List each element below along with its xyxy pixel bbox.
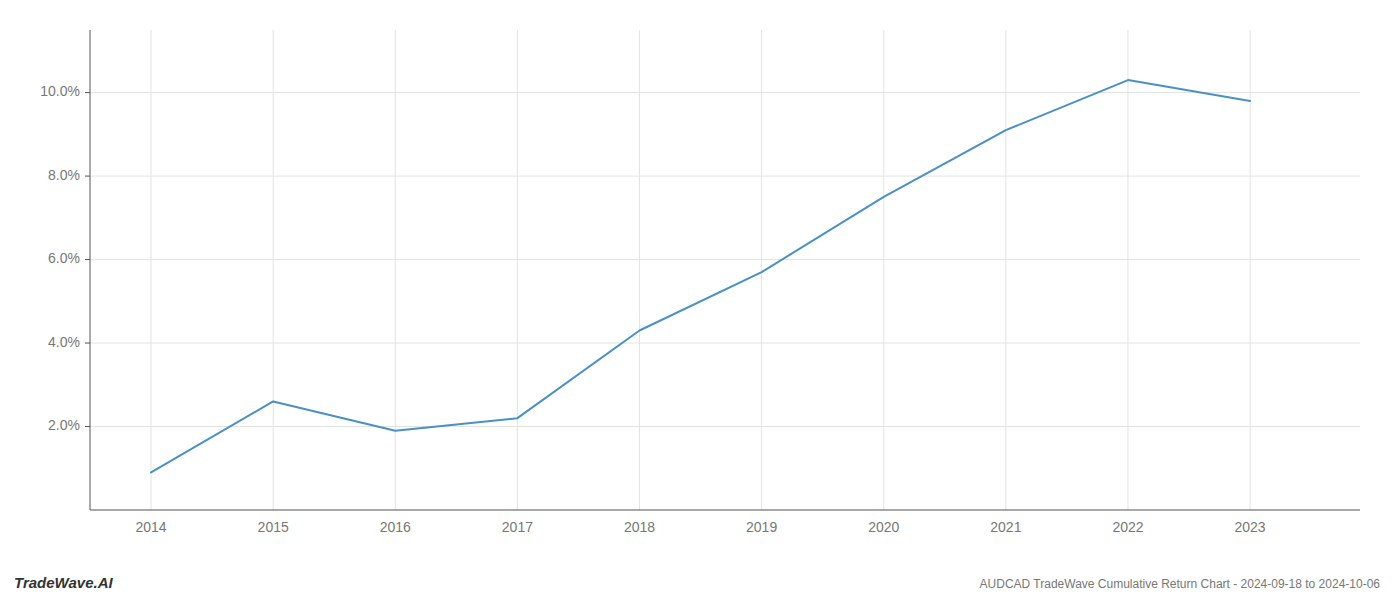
x-tick-label: 2018 (624, 519, 655, 535)
x-grid-line (151, 30, 152, 510)
x-grid-line (517, 30, 518, 510)
x-grid-line (1005, 30, 1006, 510)
x-grid-line (761, 30, 762, 510)
x-tick-label: 2023 (1235, 519, 1266, 535)
x-tick-label: 2021 (990, 519, 1021, 535)
y-grid-line (90, 259, 1360, 260)
y-tick-label: 10.0% (40, 83, 80, 99)
x-tick-label: 2014 (135, 519, 166, 535)
x-tick-label: 2019 (746, 519, 777, 535)
y-tick-label: 8.0% (48, 167, 80, 183)
x-tick-label: 2016 (380, 519, 411, 535)
x-grid-line (273, 30, 274, 510)
x-grid-line (1127, 30, 1128, 510)
y-tick (85, 426, 90, 427)
x-grid-line (883, 30, 884, 510)
x-tick-label: 2022 (1112, 519, 1143, 535)
x-axis-line (90, 510, 1360, 511)
x-tick-label: 2020 (868, 519, 899, 535)
x-grid-line (639, 30, 640, 510)
x-tick-label: 2017 (502, 519, 533, 535)
chart-svg: 2.0% 4.0% 6.0% 8.0% 10.0% 2014 2015 2016 2017 201… (0, 0, 1400, 600)
y-tick-label: 4.0% (48, 334, 80, 350)
y-grid-line (90, 176, 1360, 177)
y-tick (85, 259, 90, 260)
y-grid-line (90, 343, 1360, 344)
x-grid-line (395, 30, 396, 510)
y-tick (85, 176, 90, 177)
y-grid-line (90, 92, 1360, 93)
axes: 2.0% 4.0% 6.0% 8.0% 10.0% 2014 2015 2016 2017 201… (40, 30, 1360, 535)
background (0, 0, 1400, 600)
y-grid-line (90, 426, 1360, 427)
x-grid-line (1250, 30, 1251, 510)
grid (90, 30, 1360, 510)
y-tick-label: 2.0% (48, 417, 80, 433)
y-axis-line (90, 30, 91, 510)
watermark: TradeWave.AI (14, 574, 113, 591)
chart-container: 2.0% 4.0% 6.0% 8.0% 10.0% 2014 2015 2016 2017 201… (0, 0, 1400, 600)
y-tick-label: 6.0% (48, 250, 80, 266)
y-tick (85, 343, 90, 344)
y-tick (85, 92, 90, 93)
plot-area (151, 80, 1250, 472)
x-tick-label: 2015 (258, 519, 289, 535)
chart-title: AUDCAD TradeWave Cumulative Return Chart… (980, 577, 1381, 591)
data-line (151, 80, 1250, 472)
